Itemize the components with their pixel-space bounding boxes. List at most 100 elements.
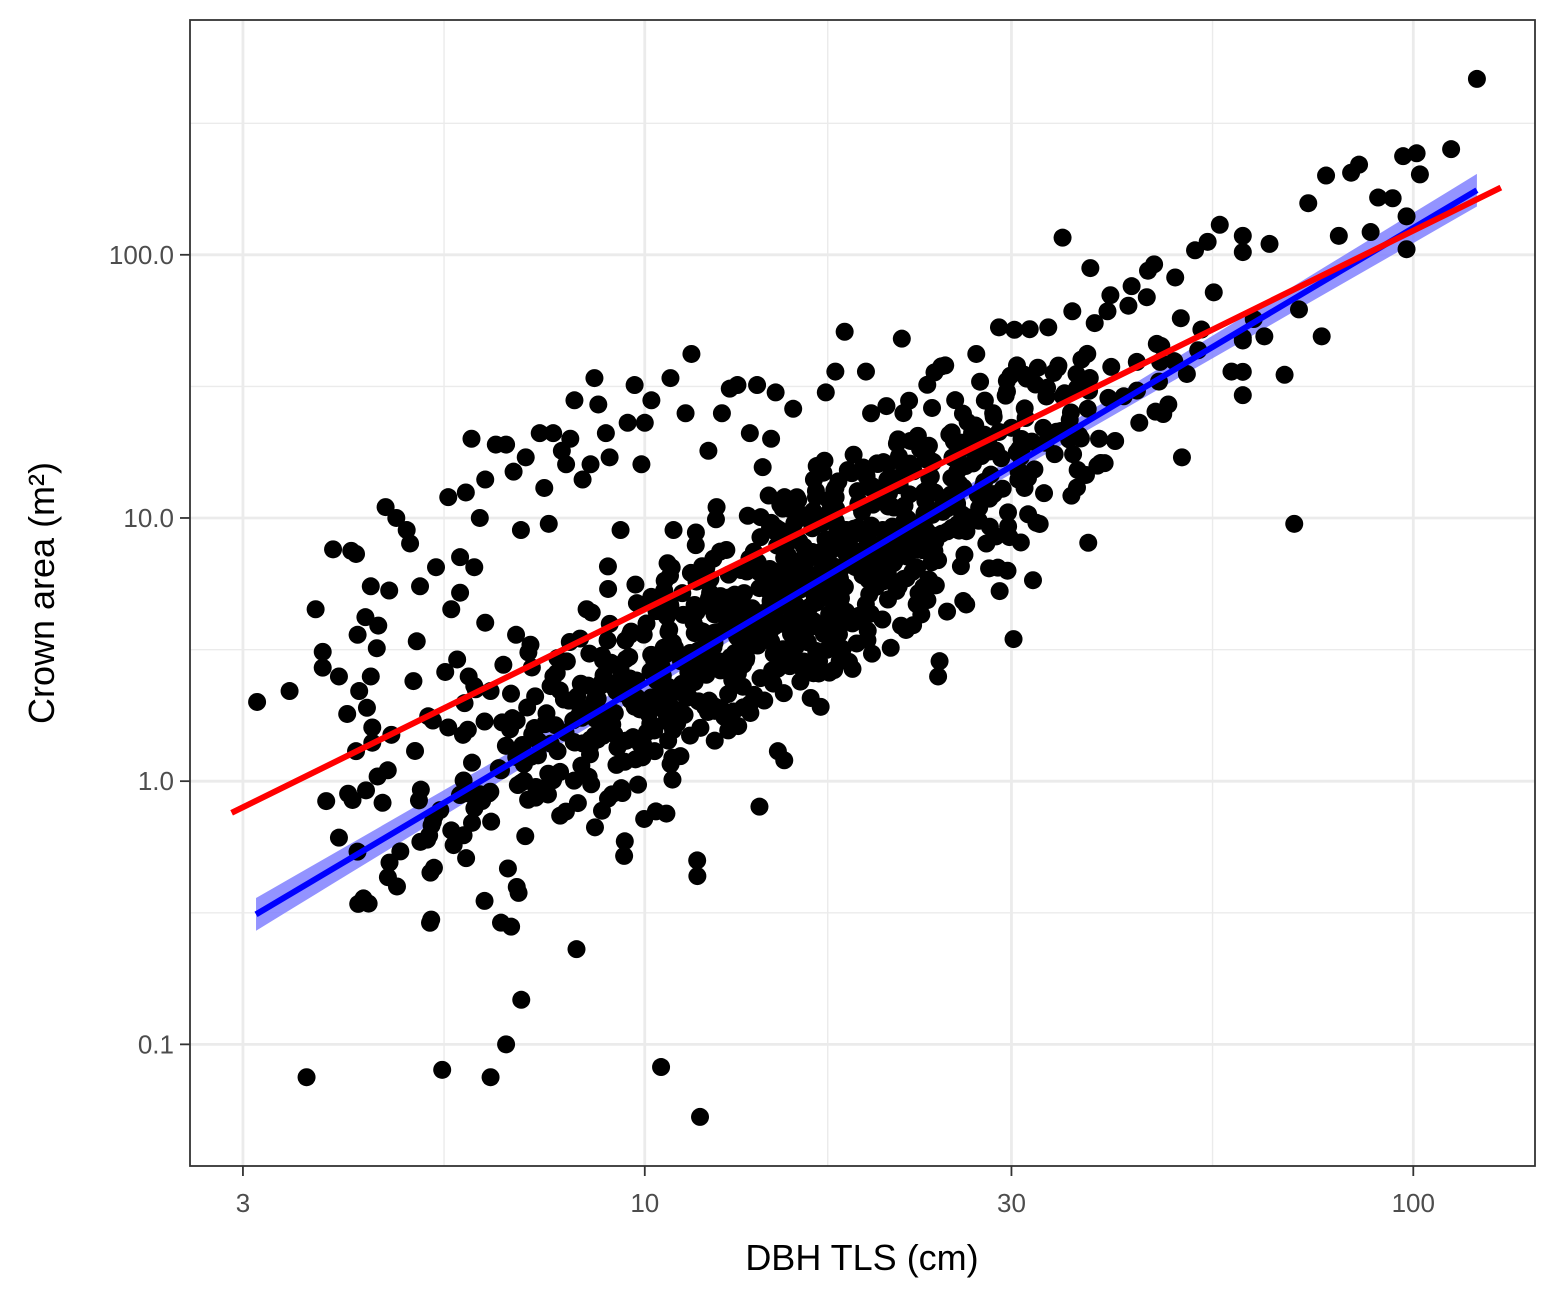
data-point bbox=[792, 658, 811, 677]
data-point bbox=[427, 558, 446, 577]
x-tick-label: 10 bbox=[630, 1188, 659, 1218]
data-point bbox=[897, 569, 916, 588]
data-point bbox=[1078, 399, 1097, 418]
data-point bbox=[1275, 365, 1294, 384]
data-point bbox=[1080, 369, 1099, 388]
data-point bbox=[313, 642, 332, 661]
data-point bbox=[476, 470, 495, 489]
data-point bbox=[442, 600, 461, 619]
y-tick-label: 1.0 bbox=[138, 766, 174, 796]
data-point bbox=[579, 767, 598, 786]
data-point bbox=[942, 423, 961, 442]
data-point bbox=[581, 455, 600, 474]
data-point bbox=[892, 329, 911, 348]
data-point bbox=[1020, 320, 1039, 339]
data-point bbox=[626, 575, 645, 594]
data-point bbox=[444, 836, 463, 855]
data-point bbox=[766, 383, 785, 402]
data-point bbox=[751, 528, 770, 547]
data-point bbox=[350, 682, 369, 701]
data-point bbox=[475, 891, 494, 910]
x-tick-label: 3 bbox=[236, 1188, 250, 1218]
data-point bbox=[600, 448, 619, 467]
data-point bbox=[573, 470, 592, 489]
data-point bbox=[624, 728, 643, 747]
data-point bbox=[718, 592, 737, 611]
data-point bbox=[593, 646, 612, 665]
data-point bbox=[1394, 147, 1413, 166]
fit-lines bbox=[230, 184, 1503, 917]
data-point bbox=[373, 793, 392, 812]
data-point bbox=[494, 655, 513, 674]
data-point bbox=[685, 658, 704, 677]
data-point bbox=[516, 827, 535, 846]
data-point bbox=[1119, 296, 1138, 315]
data-point bbox=[1289, 300, 1308, 319]
data-point bbox=[521, 635, 540, 654]
data-point bbox=[705, 731, 724, 750]
data-point bbox=[700, 691, 719, 710]
data-point bbox=[504, 462, 523, 481]
data-point bbox=[954, 517, 973, 536]
data-point bbox=[1171, 309, 1190, 328]
data-point bbox=[565, 391, 584, 410]
data-point bbox=[988, 558, 1007, 577]
data-point bbox=[1210, 215, 1229, 234]
data-point bbox=[1329, 226, 1348, 245]
data-point bbox=[538, 785, 557, 804]
data-point bbox=[629, 775, 648, 794]
data-point bbox=[919, 478, 938, 497]
data-point bbox=[806, 617, 825, 636]
data-point bbox=[664, 521, 683, 540]
data-point bbox=[1099, 388, 1118, 407]
x-tick-label: 100 bbox=[1392, 1188, 1435, 1218]
data-point bbox=[688, 867, 707, 886]
data-point bbox=[661, 369, 680, 388]
x-tick-label: 30 bbox=[997, 1188, 1026, 1218]
data-point bbox=[511, 521, 530, 540]
data-point bbox=[1204, 283, 1223, 302]
data-point bbox=[837, 521, 856, 540]
data-point bbox=[1044, 363, 1063, 382]
data-point bbox=[727, 656, 746, 675]
reference-line bbox=[230, 184, 1503, 816]
data-point bbox=[557, 455, 576, 474]
data-point bbox=[1145, 255, 1164, 274]
data-point bbox=[691, 1107, 710, 1126]
data-point bbox=[734, 698, 753, 717]
data-point bbox=[863, 477, 882, 496]
data-point bbox=[811, 697, 830, 716]
data-point bbox=[735, 632, 754, 651]
data-point bbox=[862, 644, 881, 663]
data-point bbox=[367, 639, 386, 658]
data-point bbox=[844, 445, 863, 464]
data-point bbox=[873, 610, 892, 629]
data-point bbox=[1233, 386, 1252, 405]
data-point bbox=[967, 344, 986, 363]
data-point bbox=[1023, 571, 1042, 590]
data-point bbox=[681, 726, 700, 745]
axis-ticks bbox=[180, 253, 1415, 1176]
data-point bbox=[556, 802, 575, 821]
data-point bbox=[475, 712, 494, 731]
data-point bbox=[378, 761, 397, 780]
data-point bbox=[512, 990, 531, 1009]
data-point bbox=[912, 605, 931, 624]
data-point bbox=[544, 667, 563, 686]
data-point bbox=[1350, 155, 1369, 174]
data-point bbox=[1079, 533, 1098, 552]
data-point bbox=[324, 540, 343, 559]
data-point bbox=[717, 607, 736, 626]
data-point bbox=[248, 692, 267, 711]
data-point bbox=[878, 455, 897, 474]
data-point bbox=[407, 632, 426, 651]
data-point bbox=[598, 631, 617, 650]
data-point bbox=[719, 721, 738, 740]
data-point bbox=[1000, 528, 1019, 547]
data-point bbox=[622, 622, 641, 641]
data-point bbox=[451, 583, 470, 602]
data-point bbox=[1159, 395, 1178, 414]
data-point bbox=[709, 655, 728, 674]
data-point bbox=[954, 592, 973, 611]
